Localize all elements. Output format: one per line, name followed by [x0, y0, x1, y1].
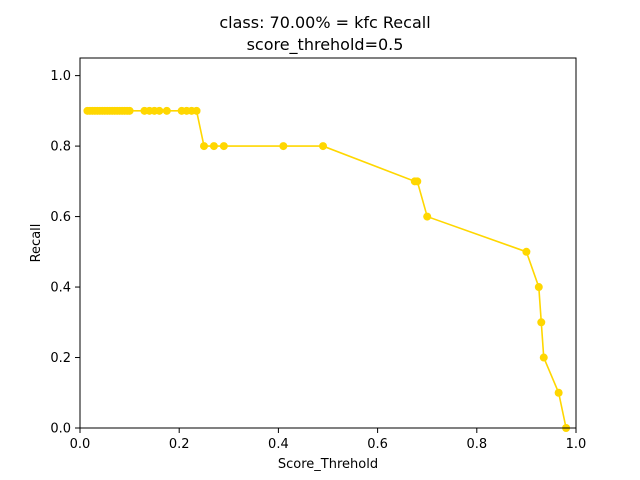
x-tick-label: 0.2	[169, 437, 190, 452]
data-point	[554, 388, 563, 397]
data-point	[200, 142, 208, 151]
plot-frame	[79, 57, 577, 429]
y-tick-label: 0.4	[50, 281, 71, 296]
data-point	[192, 106, 201, 115]
data-point	[155, 106, 164, 115]
data-point	[162, 106, 171, 115]
data-point	[209, 142, 218, 151]
data-point	[539, 353, 548, 362]
x-tick-label: 0.8	[466, 437, 487, 452]
data-point	[537, 318, 546, 327]
x-tick-label: 1.0	[566, 437, 587, 452]
y-axis: 0.0 0.2 0.4 0.6 0.8 1.0	[50, 69, 80, 437]
y-axis-label: Recall	[29, 224, 44, 263]
chart-subtitle: score_threhold=0.5	[247, 35, 404, 55]
plot-content	[83, 106, 571, 432]
chart-title: class: 70.00% = kfc Recall	[219, 13, 430, 32]
data-point	[319, 142, 328, 151]
y-tick-label: 0.2	[50, 351, 71, 366]
data-point	[534, 283, 543, 292]
data-point	[279, 142, 288, 151]
data-point	[125, 106, 134, 115]
y-tick-label: 0.6	[50, 210, 71, 225]
y-tick-label: 0.8	[50, 140, 71, 155]
data-point	[413, 177, 422, 186]
y-tick-label: 0.0	[50, 422, 71, 437]
x-tick-label: 0.0	[70, 437, 91, 452]
data-point	[219, 142, 228, 151]
x-axis-label: Score_Threhold	[278, 457, 378, 472]
data-point	[423, 212, 432, 221]
x-axis: 0.0 0.2 0.4 0.6 0.8 1.0	[70, 428, 587, 452]
x-tick-label: 0.6	[367, 437, 388, 452]
y-tick-label: 1.0	[50, 69, 71, 84]
data-point	[522, 247, 531, 256]
x-tick-label: 0.4	[268, 437, 289, 452]
series-line	[87, 110, 567, 429]
